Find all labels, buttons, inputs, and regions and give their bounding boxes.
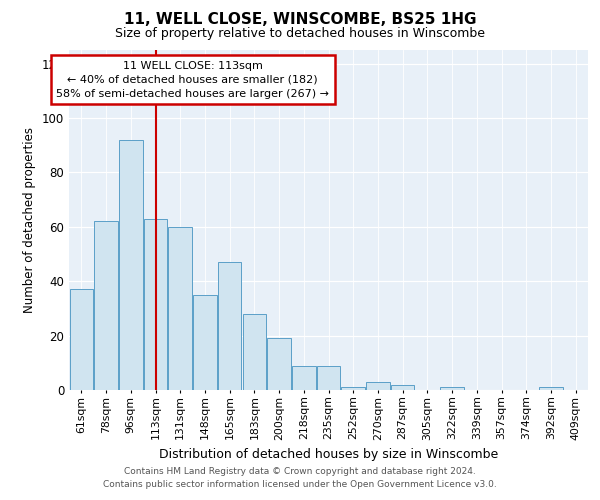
X-axis label: Distribution of detached houses by size in Winscombe: Distribution of detached houses by size …: [159, 448, 498, 461]
Text: 11 WELL CLOSE: 113sqm
← 40% of detached houses are smaller (182)
58% of semi-det: 11 WELL CLOSE: 113sqm ← 40% of detached …: [56, 61, 329, 99]
Bar: [119, 140, 143, 390]
Bar: [292, 366, 316, 390]
Bar: [242, 314, 266, 390]
Text: 11, WELL CLOSE, WINSCOMBE, BS25 1HG: 11, WELL CLOSE, WINSCOMBE, BS25 1HG: [124, 12, 476, 28]
Text: Contains HM Land Registry data © Crown copyright and database right 2024.
Contai: Contains HM Land Registry data © Crown c…: [103, 468, 497, 489]
Bar: [193, 295, 217, 390]
Bar: [94, 222, 118, 390]
Y-axis label: Number of detached properties: Number of detached properties: [23, 127, 36, 313]
Bar: [268, 338, 291, 390]
Bar: [391, 384, 415, 390]
Bar: [317, 366, 340, 390]
Bar: [341, 388, 365, 390]
Bar: [169, 227, 192, 390]
Bar: [70, 290, 93, 390]
Bar: [366, 382, 389, 390]
Bar: [440, 388, 464, 390]
Bar: [539, 388, 563, 390]
Bar: [218, 262, 241, 390]
Bar: [144, 218, 167, 390]
Text: Size of property relative to detached houses in Winscombe: Size of property relative to detached ho…: [115, 28, 485, 40]
